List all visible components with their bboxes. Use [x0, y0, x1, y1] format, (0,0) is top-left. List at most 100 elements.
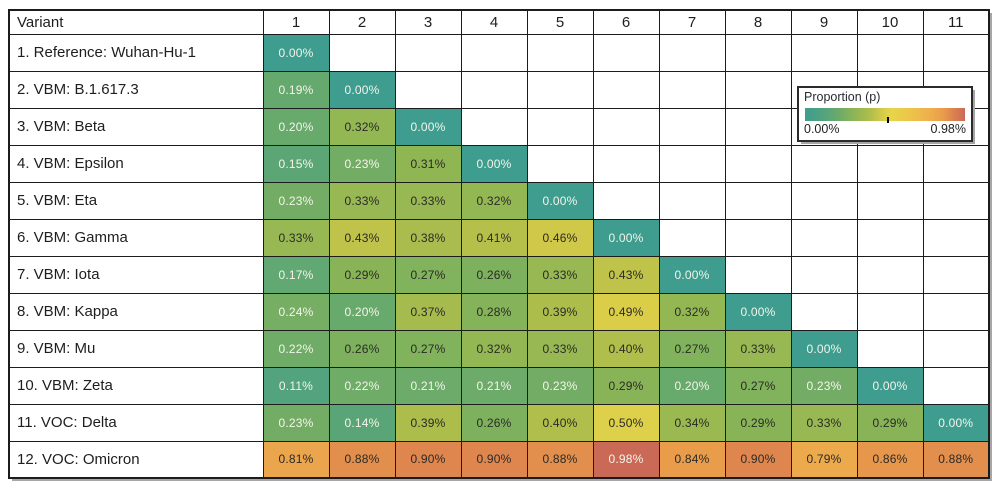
empty-cell — [856, 33, 924, 72]
value-cell: 0.23% — [262, 403, 330, 442]
value-cell: 0.32% — [460, 181, 528, 220]
empty-cell — [724, 107, 792, 146]
empty-cell — [658, 218, 726, 257]
value-cell: 0.23% — [262, 181, 330, 220]
value-cell: 0.46% — [526, 218, 594, 257]
empty-cell — [526, 33, 594, 72]
empty-cell — [460, 107, 528, 146]
empty-cell — [724, 181, 792, 220]
empty-cell — [526, 70, 594, 109]
value-cell: 0.21% — [460, 366, 528, 405]
empty-cell — [592, 33, 660, 72]
value-cell: 0.50% — [592, 403, 660, 442]
empty-cell — [592, 70, 660, 109]
empty-cell — [922, 292, 990, 331]
value-cell: 0.88% — [328, 440, 396, 479]
empty-cell — [724, 218, 792, 257]
value-cell: 0.00% — [328, 70, 396, 109]
row-label: 4. VBM: Epsilon — [8, 144, 264, 183]
column-header-1: 1 — [262, 9, 330, 35]
value-cell: 0.43% — [328, 218, 396, 257]
table-row: 9. VBM: Mu 0.22% 0.26% 0.27% 0.32% 0.33% 0.40%… — [8, 329, 990, 368]
empty-cell — [460, 33, 528, 72]
value-cell: 0.39% — [526, 292, 594, 331]
empty-cell — [790, 255, 858, 294]
value-cell: 0.39% — [394, 403, 462, 442]
value-cell: 0.00% — [262, 33, 330, 72]
value-cell: 0.90% — [460, 440, 528, 479]
column-header-6: 6 — [592, 9, 660, 35]
table-row: 12. VOC: Omicron 0.81% 0.88% 0.90% 0.90% 0.88… — [8, 440, 990, 479]
table-row: 7. VBM: Iota 0.17% 0.29% 0.27% 0.26% 0.33% 0.4… — [8, 255, 990, 294]
column-header-9: 9 — [790, 9, 858, 35]
value-cell: 0.00% — [394, 107, 462, 146]
value-cell: 0.34% — [658, 403, 726, 442]
empty-cell — [922, 218, 990, 257]
value-cell: 0.37% — [394, 292, 462, 331]
empty-cell — [394, 33, 462, 72]
value-cell: 0.41% — [460, 218, 528, 257]
value-cell: 0.22% — [262, 329, 330, 368]
column-header-11: 11 — [922, 9, 990, 35]
value-cell: 0.90% — [724, 440, 792, 479]
row-label: 6. VBM: Gamma — [8, 218, 264, 257]
empty-cell — [790, 144, 858, 183]
value-cell: 0.23% — [328, 144, 396, 183]
row-label: 9. VBM: Mu — [8, 329, 264, 368]
empty-cell — [658, 33, 726, 72]
row-label: 12. VOC: Omicron — [8, 440, 264, 479]
value-cell: 0.21% — [394, 366, 462, 405]
empty-cell — [658, 181, 726, 220]
empty-cell — [856, 329, 924, 368]
value-cell: 0.00% — [856, 366, 924, 405]
empty-cell — [394, 70, 462, 109]
empty-cell — [724, 255, 792, 294]
value-cell: 0.00% — [592, 218, 660, 257]
value-cell: 0.88% — [922, 440, 990, 479]
empty-cell — [658, 70, 726, 109]
value-cell: 0.33% — [262, 218, 330, 257]
value-cell: 0.98% — [592, 440, 660, 479]
table-row: 4. VBM: Epsilon 0.15% 0.23% 0.31% 0.00% — [8, 144, 990, 183]
value-cell: 0.32% — [658, 292, 726, 331]
value-cell: 0.00% — [460, 144, 528, 183]
value-cell: 0.00% — [724, 292, 792, 331]
value-cell: 0.22% — [328, 366, 396, 405]
column-header-2: 2 — [328, 9, 396, 35]
column-header-7: 7 — [658, 9, 726, 35]
empty-cell — [856, 292, 924, 331]
empty-cell — [922, 366, 990, 405]
value-cell: 0.81% — [262, 440, 330, 479]
empty-cell — [790, 33, 858, 72]
value-cell: 0.27% — [394, 329, 462, 368]
value-cell: 0.32% — [460, 329, 528, 368]
variant-distance-table: Variant 1 2 3 4 5 6 7 8 9 10 11 1. Reference: Wuha… — [8, 9, 990, 479]
value-cell: 0.38% — [394, 218, 462, 257]
table-row: 5. VBM: Eta 0.23% 0.33% 0.33% 0.32% 0.00% — [8, 181, 990, 220]
value-cell: 0.00% — [526, 181, 594, 220]
value-cell: 0.23% — [526, 366, 594, 405]
empty-cell — [526, 107, 594, 146]
empty-cell — [922, 329, 990, 368]
value-cell: 0.33% — [328, 181, 396, 220]
value-cell: 0.33% — [394, 181, 462, 220]
value-cell: 0.28% — [460, 292, 528, 331]
row-label: 1. Reference: Wuhan-Hu-1 — [8, 33, 264, 72]
row-label: 7. VBM: Iota — [8, 255, 264, 294]
value-cell: 0.11% — [262, 366, 330, 405]
empty-cell — [790, 218, 858, 257]
value-cell: 0.79% — [790, 440, 858, 479]
value-cell: 0.14% — [328, 403, 396, 442]
empty-cell — [658, 144, 726, 183]
value-cell: 0.26% — [460, 255, 528, 294]
row-label: 11. VOC: Delta — [8, 403, 264, 442]
row-label: 10. VBM: Zeta — [8, 366, 264, 405]
value-cell: 0.88% — [526, 440, 594, 479]
value-cell: 0.40% — [592, 329, 660, 368]
value-cell: 0.40% — [526, 403, 594, 442]
column-header-8: 8 — [724, 9, 792, 35]
empty-cell — [724, 144, 792, 183]
value-cell: 0.23% — [790, 366, 858, 405]
column-header-5: 5 — [526, 9, 594, 35]
